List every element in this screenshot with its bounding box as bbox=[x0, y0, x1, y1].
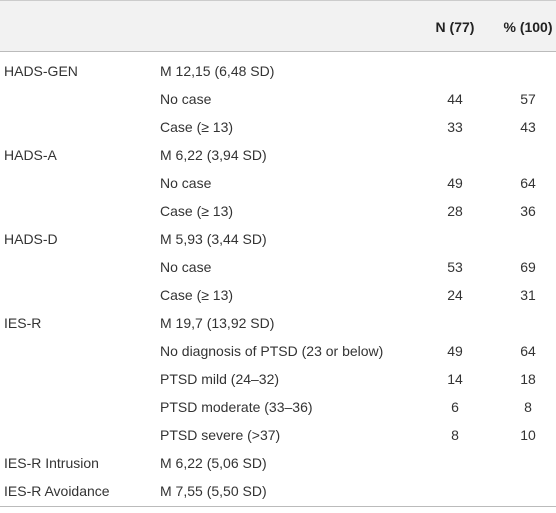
count: 49 bbox=[447, 175, 463, 191]
row-label: IES-R Avoidance bbox=[4, 483, 110, 499]
row-description: PTSD moderate (33–36) bbox=[160, 399, 313, 415]
row-description: M 5,93 (3,44 SD) bbox=[160, 231, 267, 247]
count: 44 bbox=[447, 91, 463, 107]
row-description: M 12,15 (6,48 SD) bbox=[160, 63, 275, 79]
row-description: PTSD severe (>37) bbox=[160, 427, 281, 443]
percent: 31 bbox=[520, 287, 536, 303]
header-background bbox=[0, 0, 556, 52]
row-description: No case bbox=[160, 175, 212, 191]
row-label: IES-R Hyperarousal bbox=[4, 510, 129, 513]
percent: 43 bbox=[520, 119, 536, 135]
count: 28 bbox=[447, 203, 463, 219]
column-header: N (77) bbox=[435, 19, 475, 35]
row-description: M 6,22 (3,94 SD) bbox=[160, 147, 267, 163]
column-header: % (100) bbox=[503, 19, 553, 35]
count: 8 bbox=[451, 427, 459, 443]
row-description: No diagnosis of PTSD (23 or below) bbox=[160, 343, 384, 359]
count: 14 bbox=[447, 371, 463, 387]
percent: 69 bbox=[520, 259, 536, 275]
row-description: Case (≥ 13) bbox=[160, 203, 234, 219]
percent: 8 bbox=[524, 399, 532, 415]
count: 33 bbox=[447, 119, 463, 135]
percent: 18 bbox=[520, 371, 536, 387]
percent: 36 bbox=[520, 203, 536, 219]
row-description: M 5,92 (4,98 SD) bbox=[160, 510, 267, 513]
count: 49 bbox=[447, 343, 463, 359]
row-label: HADS-D bbox=[4, 231, 58, 247]
percent: 57 bbox=[520, 91, 536, 107]
row-description: Case (≥ 13) bbox=[160, 287, 234, 303]
row-label: HADS-GEN bbox=[4, 63, 78, 79]
row-label: IES-R bbox=[4, 315, 42, 331]
percent: 64 bbox=[520, 175, 536, 191]
row-description: PTSD mild (24–32) bbox=[160, 371, 280, 387]
row-description: No case bbox=[160, 91, 212, 107]
row-description: Case (≥ 13) bbox=[160, 119, 234, 135]
bottom-rule bbox=[0, 506, 556, 507]
percent: 64 bbox=[520, 343, 536, 359]
count: 53 bbox=[447, 259, 463, 275]
row-description: No case bbox=[160, 259, 212, 275]
row-description: M 7,55 (5,50 SD) bbox=[160, 483, 267, 499]
count: 24 bbox=[447, 287, 463, 303]
percent: 10 bbox=[520, 427, 536, 443]
row-label: HADS-A bbox=[4, 147, 57, 163]
row-label: IES-R Intrusion bbox=[4, 455, 99, 471]
row-description: M 6,22 (5,06 SD) bbox=[160, 455, 267, 471]
row-description: M 19,7 (13,92 SD) bbox=[160, 315, 275, 331]
count: 6 bbox=[451, 399, 459, 415]
